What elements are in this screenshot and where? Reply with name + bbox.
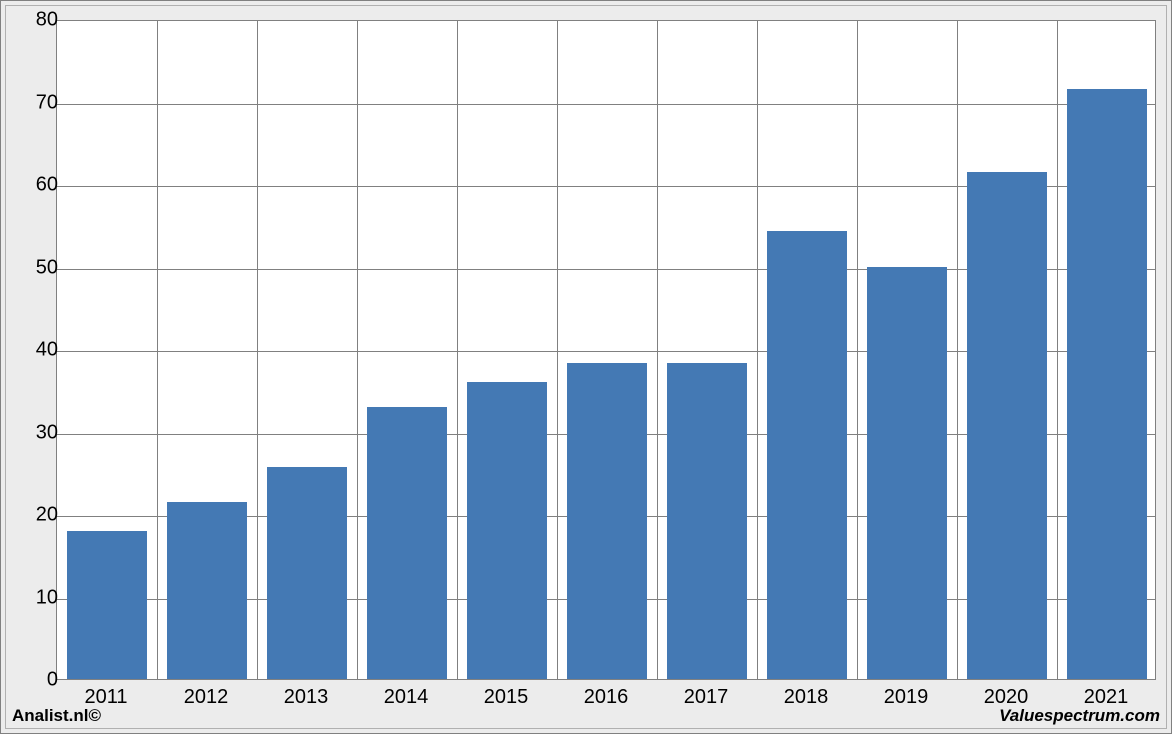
x-tick-label: 2019	[856, 686, 956, 709]
y-tick-label: 0	[18, 669, 58, 692]
bar-2019	[867, 267, 947, 680]
x-tick-label: 2012	[156, 686, 256, 709]
grid-line-vertical	[657, 21, 658, 679]
y-tick-label: 50	[18, 256, 58, 279]
x-tick-label: 2014	[356, 686, 456, 709]
bar-2012	[167, 502, 247, 679]
y-tick-label: 60	[18, 174, 58, 197]
grid-line-horizontal	[57, 104, 1155, 105]
grid-line-vertical	[457, 21, 458, 679]
bar-2021	[1067, 89, 1147, 679]
x-tick-label: 2016	[556, 686, 656, 709]
grid-line-vertical	[557, 21, 558, 679]
chart-outer-frame: 01020304050607080 2011201220132014201520…	[0, 0, 1172, 734]
x-tick-label: 2013	[256, 686, 356, 709]
x-tick-label: 2017	[656, 686, 756, 709]
footer-right-credit: Valuespectrum.com	[999, 706, 1160, 726]
grid-line-vertical	[957, 21, 958, 679]
bar-2020	[967, 172, 1047, 679]
bar-2014	[367, 407, 447, 679]
y-tick-label: 30	[18, 421, 58, 444]
grid-line-vertical	[857, 21, 858, 679]
grid-line-vertical	[757, 21, 758, 679]
bar-2013	[267, 467, 347, 679]
footer-left-credit: Analist.nl©	[12, 706, 101, 726]
y-tick-label: 10	[18, 586, 58, 609]
y-tick-label: 70	[18, 91, 58, 114]
y-tick-label: 40	[18, 339, 58, 362]
bar-2018	[767, 231, 847, 679]
grid-line-vertical	[1057, 21, 1058, 679]
bar-2017	[667, 363, 747, 679]
bar-2011	[67, 531, 147, 680]
grid-line-vertical	[257, 21, 258, 679]
plot-area	[56, 20, 1156, 680]
x-tick-label: 2015	[456, 686, 556, 709]
x-tick-label: 2018	[756, 686, 856, 709]
y-tick-label: 20	[18, 504, 58, 527]
y-tick-label: 80	[18, 9, 58, 32]
bar-2015	[467, 382, 547, 679]
bar-2016	[567, 363, 647, 679]
chart-inner-frame: 01020304050607080 2011201220132014201520…	[5, 5, 1167, 729]
grid-line-vertical	[357, 21, 358, 679]
grid-line-vertical	[157, 21, 158, 679]
